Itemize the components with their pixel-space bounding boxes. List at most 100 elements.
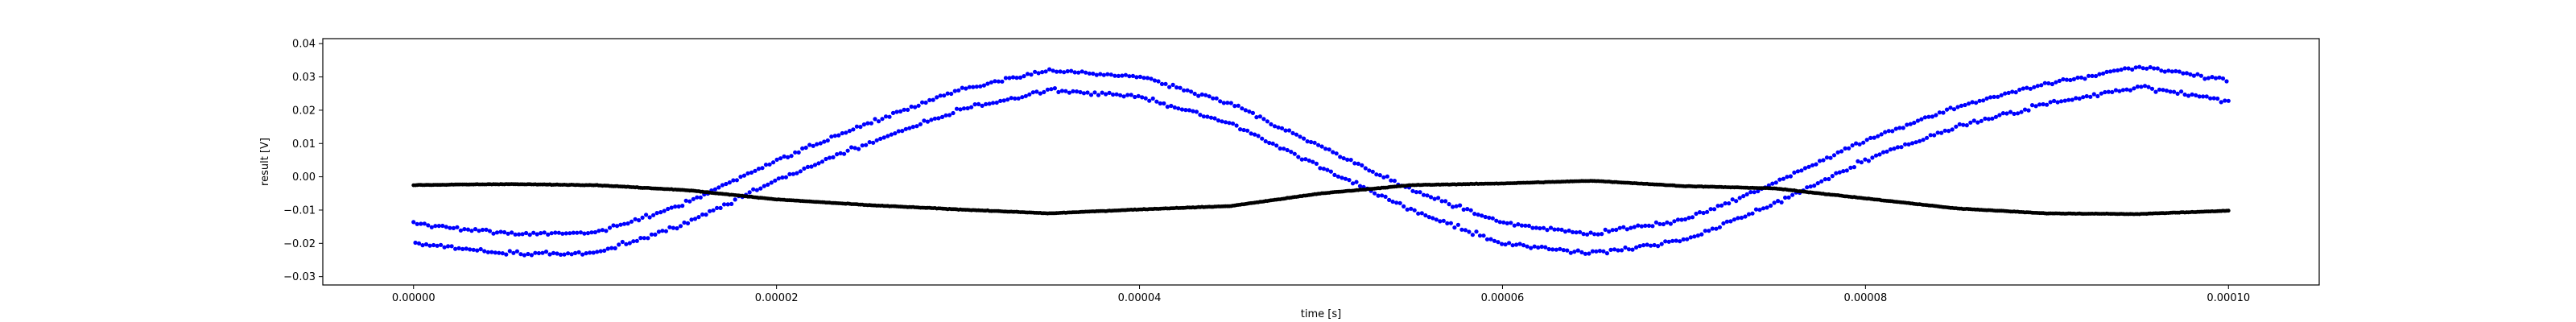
blue-data-point xyxy=(1663,239,1668,244)
blue-data-point xyxy=(582,231,587,236)
blue-data-point xyxy=(886,134,890,138)
blue-data-point xyxy=(1934,113,1938,118)
blue-data-point xyxy=(1697,210,1703,215)
blue-data-point xyxy=(673,204,678,209)
blue-data-point xyxy=(1512,223,1517,228)
blue-data-point xyxy=(1895,145,1901,150)
blue-data-point xyxy=(1530,225,1535,230)
blue-data-point xyxy=(2091,92,2096,97)
blue-data-point xyxy=(1541,225,1546,230)
blue-data-point xyxy=(947,113,952,118)
blue-data-point xyxy=(1283,128,1288,133)
blue-data-point xyxy=(644,213,649,217)
blue-data-point xyxy=(1454,204,1459,208)
blue-data-point xyxy=(1730,197,1735,202)
blue-data-point xyxy=(1067,90,1071,95)
blue-data-point xyxy=(1113,73,1117,78)
blue-data-point xyxy=(936,116,941,121)
blue-data-point xyxy=(1051,68,1055,73)
blue-data-point xyxy=(2032,85,2037,89)
blue-data-point xyxy=(589,230,594,235)
blue-data-point xyxy=(824,156,828,162)
blue-data-point xyxy=(1950,127,1955,132)
blue-data-point xyxy=(894,109,899,114)
blue-data-point xyxy=(1847,146,1852,151)
blue-data-point xyxy=(998,98,1003,103)
blue-data-point xyxy=(1954,124,1959,129)
blue-data-point xyxy=(1926,114,1931,119)
blue-data-point xyxy=(1854,141,1859,146)
blue-data-point xyxy=(2169,69,2174,74)
blue-data-point xyxy=(1668,221,1673,226)
blue-data-point xyxy=(2148,64,2153,70)
blue-data-point xyxy=(2015,111,2021,116)
blue-data-point xyxy=(1805,185,1810,190)
blue-data-point xyxy=(1107,90,1112,95)
blue-data-point xyxy=(1996,94,2000,99)
blue-data-point xyxy=(1214,96,1219,101)
blue-data-point xyxy=(491,231,496,236)
blue-data-point xyxy=(734,178,740,183)
blue-data-point xyxy=(938,93,943,98)
blue-data-point xyxy=(531,230,536,235)
blue-data-point xyxy=(1331,150,1335,155)
blue-data-point xyxy=(1744,192,1749,196)
blue-data-point xyxy=(1228,101,1233,105)
blue-data-point xyxy=(1125,93,1130,97)
blue-data-point xyxy=(1912,120,1917,126)
blue-data-point xyxy=(711,208,716,213)
blue-data-point xyxy=(2177,69,2182,74)
blue-data-point xyxy=(1756,188,1761,194)
blue-data-point xyxy=(2119,67,2124,72)
blue-data-point xyxy=(951,110,956,116)
blue-data-point xyxy=(1211,96,1216,101)
blue-data-point xyxy=(984,101,989,106)
blue-data-point xyxy=(745,171,750,175)
blue-data-point xyxy=(1042,89,1046,94)
blue-data-point xyxy=(591,250,596,255)
blue-data-point xyxy=(954,106,960,111)
blue-data-point xyxy=(1961,122,1966,127)
blue-data-point xyxy=(1443,199,1448,204)
blue-data-point xyxy=(480,227,485,233)
blue-data-point xyxy=(1932,133,1937,138)
blue-data-point xyxy=(2190,92,2194,97)
blue-data-point xyxy=(642,236,646,241)
blue-data-point xyxy=(1141,76,1146,80)
blue-data-point xyxy=(1810,163,1815,167)
y-tick-label: 0.00 xyxy=(292,171,316,184)
blue-data-point xyxy=(1172,105,1177,110)
blue-data-point xyxy=(1637,244,1642,249)
blue-data-point xyxy=(1425,193,1430,198)
blue-data-point xyxy=(1385,174,1389,179)
blue-data-point xyxy=(1519,223,1524,228)
blue-data-point xyxy=(1529,246,1534,250)
x-tick-label: 0.00006 xyxy=(1481,292,1525,304)
blue-data-point xyxy=(835,152,840,157)
blue-data-point xyxy=(1590,249,1595,254)
blue-data-point xyxy=(2113,88,2118,93)
blue-data-point xyxy=(1717,225,1722,229)
blue-data-point xyxy=(1626,247,1632,252)
blue-data-point xyxy=(1532,244,1537,249)
blue-data-point xyxy=(2068,77,2073,83)
blue-data-point xyxy=(1583,251,1587,256)
blue-data-point xyxy=(1559,227,1564,232)
blue-data-point xyxy=(1123,72,1128,77)
blue-data-point xyxy=(836,133,841,138)
blue-data-point xyxy=(1880,150,1886,155)
blue-data-point xyxy=(2208,96,2213,101)
blue-data-point xyxy=(1841,169,1846,174)
blue-data-point xyxy=(1207,94,1212,99)
blue-data-point xyxy=(1476,213,1480,217)
blue-data-point xyxy=(1601,249,1606,254)
blue-data-point xyxy=(695,195,700,200)
blue-data-point xyxy=(553,230,558,235)
blue-data-point xyxy=(1111,92,1116,97)
blue-data-point xyxy=(453,246,458,251)
blue-data-point xyxy=(1133,94,1137,100)
blue-data-point xyxy=(1799,168,1804,173)
blue-data-point xyxy=(1592,232,1597,237)
blue-data-point xyxy=(1169,103,1174,109)
blue-data-point xyxy=(1870,155,1875,160)
